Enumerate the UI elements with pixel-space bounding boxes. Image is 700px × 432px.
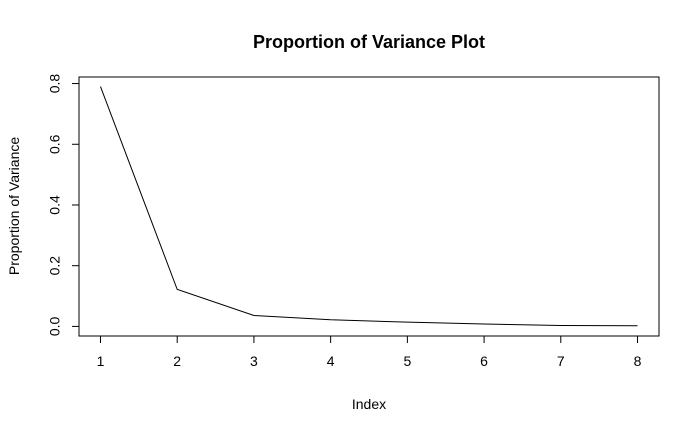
y-tick-label: 0.6 — [47, 134, 63, 154]
x-tick-label: 6 — [480, 353, 488, 369]
x-tick-label: 3 — [250, 353, 258, 369]
x-tick-label: 4 — [327, 353, 335, 369]
y-axis: 0.0 0.2 0.4 0.6 0.8 — [47, 74, 80, 336]
y-tick-label: 0.4 — [47, 195, 63, 215]
y-tick-label: 0.8 — [47, 74, 63, 94]
x-tick-label: 8 — [634, 353, 642, 369]
x-axis: 1 2 3 4 5 6 7 8 — [97, 335, 642, 369]
y-axis-title: Proportion of Variance — [6, 137, 22, 275]
x-tick-label: 1 — [97, 353, 105, 369]
x-tick-label: 2 — [173, 353, 181, 369]
series-line — [100, 86, 638, 327]
y-tick-label: 0.2 — [47, 256, 63, 276]
y-tick-label: 0.0 — [47, 316, 63, 336]
x-tick-label: 7 — [557, 353, 565, 369]
plot-frame — [78, 76, 660, 337]
x-axis-title: Index — [352, 396, 386, 412]
series-layer — [100, 86, 638, 327]
x-tick-label: 5 — [403, 353, 411, 369]
chart-title: Proportion of Variance Plot — [253, 32, 485, 52]
